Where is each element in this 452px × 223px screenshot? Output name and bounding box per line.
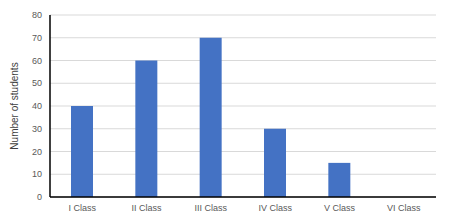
svg-text:II Class: II Class	[131, 203, 162, 213]
svg-text:50: 50	[32, 78, 42, 88]
svg-text:0: 0	[37, 192, 42, 202]
svg-text:80: 80	[32, 10, 42, 20]
svg-text:V Class: V Class	[324, 203, 356, 213]
svg-text:10: 10	[32, 169, 42, 179]
svg-text:70: 70	[32, 33, 42, 43]
svg-text:30: 30	[32, 124, 42, 134]
svg-text:IV Class: IV Class	[258, 203, 292, 213]
svg-text:60: 60	[32, 56, 42, 66]
svg-text:Number of students: Number of students	[9, 62, 20, 149]
svg-text:VI Class: VI Class	[387, 203, 421, 213]
svg-text:I Class: I Class	[68, 203, 96, 213]
svg-text:20: 20	[32, 147, 42, 157]
svg-text:III Class: III Class	[195, 203, 228, 213]
svg-text:40: 40	[32, 101, 42, 111]
